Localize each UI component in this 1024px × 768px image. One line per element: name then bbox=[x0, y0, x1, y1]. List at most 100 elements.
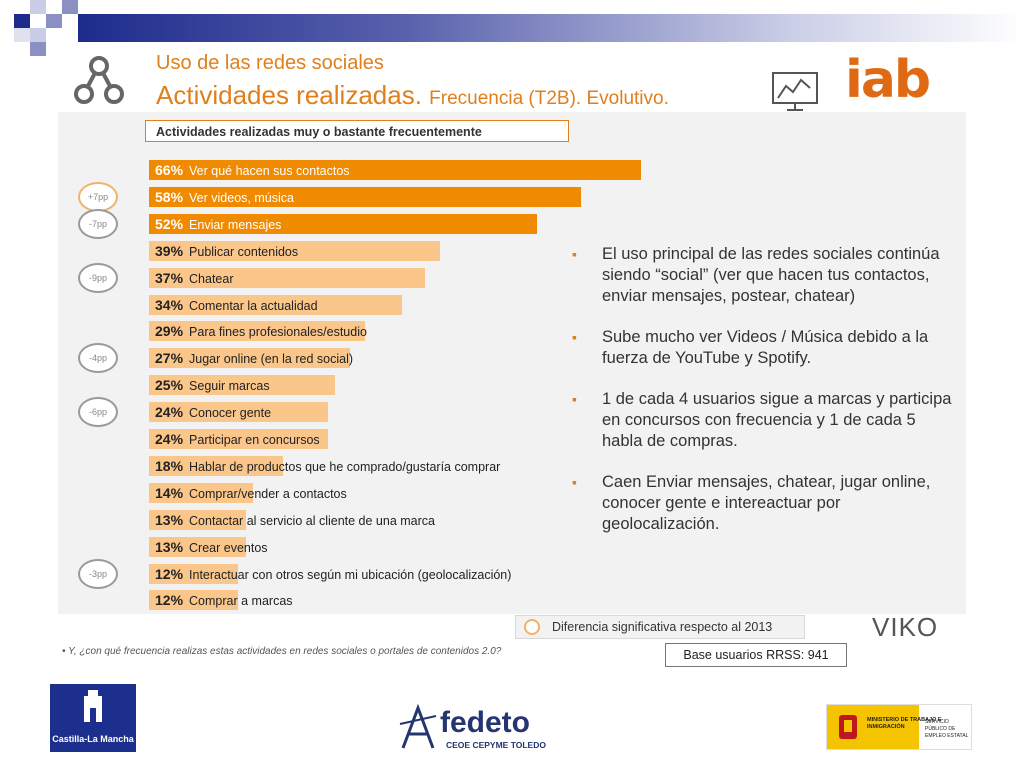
deco-square-mid bbox=[46, 14, 62, 28]
bar-value-label: 25% bbox=[155, 377, 184, 394]
bar bbox=[149, 402, 328, 423]
bar-category-label: Chatear bbox=[189, 271, 234, 286]
bar-value-label: 13% bbox=[155, 538, 184, 555]
insight-text: 1 de cada 4 usuarios sigue a marcas y pa… bbox=[602, 390, 952, 450]
bullet-icon: ▪ bbox=[572, 329, 577, 345]
page-title-sub: Frecuencia (T2B). Evolutivo. bbox=[429, 88, 669, 109]
clm-label: Castilla-La Mancha bbox=[52, 734, 134, 744]
bar bbox=[149, 213, 537, 234]
bar-value-label: 39% bbox=[155, 242, 184, 259]
bar-value-label: 13% bbox=[155, 511, 184, 528]
ministerio-label: MINISTERIO DE TRABAJO E INMIGRACIÓN bbox=[867, 717, 942, 730]
bar-value-label: 18% bbox=[155, 457, 184, 474]
insights-list: ▪ El uso principal de las redes sociales … bbox=[572, 244, 952, 555]
insight-text: Caen Enviar mensajes, chatear, jugar onl… bbox=[602, 473, 931, 533]
insight-item: ▪ 1 de cada 4 usuarios sigue a marcas y p… bbox=[572, 389, 952, 452]
bar-value-label: 24% bbox=[155, 404, 184, 421]
bar bbox=[149, 321, 366, 342]
bar-category-label: Ver qué hacen sus contactos bbox=[189, 164, 350, 178]
fedeto-subtitle: CEOE CEPYME TOLEDO bbox=[446, 740, 546, 750]
bar bbox=[149, 267, 425, 288]
ministerio-logo: MINISTERIO DE TRABAJO E INMIGRACIÓN SERV… bbox=[826, 704, 972, 750]
viko-logo: VIKO bbox=[872, 612, 939, 642]
header-gradient-bar bbox=[78, 14, 1024, 42]
insight-item: ▪ El uso principal de las redes sociales … bbox=[572, 244, 952, 307]
bar bbox=[149, 455, 284, 476]
difference-badge: +7pp bbox=[78, 181, 118, 212]
bar-category-label: Ver videos, música bbox=[189, 190, 294, 205]
bar bbox=[149, 186, 582, 207]
bar-value-label: 29% bbox=[155, 323, 184, 340]
bar-value-label: 24% bbox=[155, 431, 184, 447]
page-title-main: Actividades realizadas. bbox=[156, 80, 422, 110]
bar-value-label: 52% bbox=[155, 215, 184, 232]
bar-value-label: 12% bbox=[155, 565, 184, 582]
page-subtitle: Uso de las redes sociales bbox=[156, 52, 384, 74]
chart-title: Actividades realizadas muy o bastante fr… bbox=[145, 120, 569, 142]
bar bbox=[149, 482, 254, 503]
sample-base: Base usuarios RRSS: 941 bbox=[665, 643, 847, 667]
bar-category-label: Comprar/vender a contactos bbox=[189, 486, 347, 501]
insight-item: ▪ Caen Enviar mensajes, chatear, jugar on… bbox=[572, 472, 952, 535]
difference-badge: -4pp bbox=[78, 343, 118, 374]
bar-label: 13% Crear eventos bbox=[155, 537, 268, 557]
difference-badge: -6pp bbox=[78, 397, 118, 428]
page-title: Actividades realizadas. Frecuencia (T2B)… bbox=[156, 80, 669, 111]
bar-label: 14% Comprar/vender a contactos bbox=[155, 483, 347, 503]
line-chart-icon bbox=[772, 72, 818, 111]
difference-badge: -7pp bbox=[78, 208, 118, 239]
bar bbox=[149, 240, 440, 261]
bar-value-label: 14% bbox=[155, 484, 184, 501]
bar-label: 58% Ver videos, música bbox=[155, 187, 294, 207]
deco-square-dark bbox=[14, 14, 30, 28]
bar-category-label: Publicar contenidos bbox=[189, 244, 299, 259]
bar-label: 12% Comprar a marcas bbox=[155, 590, 293, 610]
fedeto-logo: fedeto bbox=[440, 706, 530, 739]
bar-category-label: Enviar mensajes bbox=[189, 217, 282, 232]
bar bbox=[149, 509, 246, 530]
bar-category-label: Para fines profesionales/estudio bbox=[189, 325, 367, 340]
bar-category-label: Interactuar con otros según mi ubicación… bbox=[189, 567, 512, 582]
bar bbox=[149, 160, 641, 180]
spain-coat-of-arms-icon bbox=[839, 715, 857, 739]
insight-text: El uso principal de las redes sociales c… bbox=[602, 245, 940, 305]
bar-value-label: 12% bbox=[155, 592, 184, 609]
bar bbox=[149, 375, 336, 396]
bar-label: 24% Conocer gente bbox=[155, 402, 271, 422]
significance-legend: Diferencia significativa respecto al 201… bbox=[515, 615, 805, 639]
deco-square-mid bbox=[30, 42, 46, 56]
bar bbox=[149, 348, 351, 369]
bar-label: 34% Comentar la actualidad bbox=[155, 295, 318, 315]
castilla-la-mancha-logo: Castilla-La Mancha bbox=[50, 684, 136, 752]
deco-square-light bbox=[14, 28, 30, 42]
bar-category-label: Crear eventos bbox=[189, 540, 268, 555]
bullet-icon: ▪ bbox=[572, 391, 577, 407]
bar-label: 13% Contactar al servicio al cliente de u… bbox=[155, 510, 435, 530]
bar-label: 25% Seguir marcas bbox=[155, 375, 270, 395]
footnote: • Y, ¿con qué frecuencia realizas estas … bbox=[62, 646, 502, 657]
bar-label: 39% Publicar contenidos bbox=[155, 241, 298, 261]
bullet-icon: ▪ bbox=[572, 474, 577, 490]
bar bbox=[149, 294, 403, 315]
bar bbox=[149, 429, 328, 449]
bar bbox=[149, 590, 239, 611]
deco-square-light bbox=[30, 28, 46, 42]
bar-value-label: 58% bbox=[155, 188, 184, 205]
bar-label: 24% Participar en concursos bbox=[155, 429, 320, 449]
social-network-icon bbox=[74, 56, 124, 104]
insight-item: ▪ Sube mucho ver Videos / Música debido a… bbox=[572, 327, 952, 369]
servicio-label: SERVICIO PÚBLICO DE EMPLEO ESTATAL bbox=[925, 719, 969, 739]
bar-label: 37% Chatear bbox=[155, 268, 234, 288]
bar-value-label: 37% bbox=[155, 269, 184, 286]
bar bbox=[149, 536, 246, 557]
bar-category-label: Contactar al servicio al cliente de una … bbox=[189, 513, 435, 528]
difference-badge: -9pp bbox=[78, 262, 118, 293]
difference-badge: -3pp bbox=[78, 558, 118, 589]
deco-square-mid bbox=[62, 0, 78, 14]
bar-value-label: 27% bbox=[155, 350, 184, 367]
fedeto-emblem-icon bbox=[399, 704, 437, 749]
bullet-icon: ▪ bbox=[572, 246, 577, 262]
bar-category-label: Seguir marcas bbox=[189, 379, 270, 394]
bar-value-label: 34% bbox=[155, 296, 184, 313]
bar-label: 18% Hablar de productos que he comprado/g… bbox=[155, 456, 500, 476]
